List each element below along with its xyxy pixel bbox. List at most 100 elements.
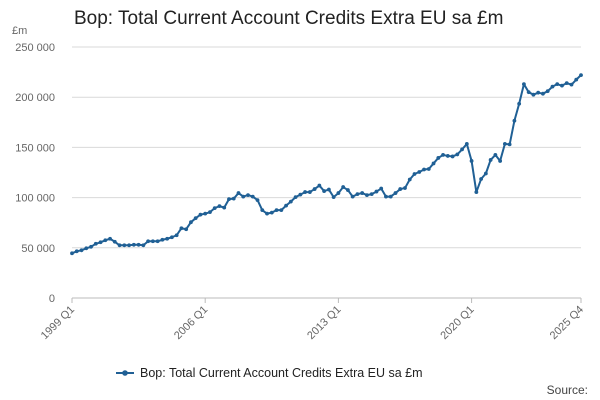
data-point[interactable] [217,204,222,209]
data-point[interactable] [146,239,151,244]
data-point[interactable] [407,177,412,182]
data-point[interactable] [469,159,474,163]
data-point[interactable] [293,195,298,200]
data-point[interactable] [127,243,131,248]
data-point[interactable] [379,186,384,191]
data-point[interactable] [479,177,483,181]
data-point[interactable] [79,248,84,253]
data-point[interactable] [560,83,564,88]
data-point[interactable] [393,191,398,195]
data-point[interactable] [174,233,179,238]
data-point[interactable] [412,172,417,176]
data-point[interactable] [550,84,555,89]
data-point[interactable] [74,249,79,254]
data-point[interactable] [131,242,136,247]
data-point[interactable] [374,189,379,194]
data-point[interactable] [522,82,526,87]
data-point[interactable] [112,239,117,244]
data-point[interactable] [464,141,469,146]
data-point[interactable] [184,227,189,232]
data-point[interactable] [288,199,293,204]
data-point[interactable] [388,194,393,199]
data-point[interactable] [384,194,388,199]
data-point[interactable] [322,189,327,193]
data-point[interactable] [326,187,331,192]
data-point[interactable] [460,147,464,152]
data-point[interactable] [298,192,303,197]
data-point[interactable] [231,196,236,201]
data-point[interactable] [346,188,350,192]
data-point[interactable] [426,167,431,171]
data-point[interactable] [246,193,250,197]
data-point[interactable] [445,154,450,158]
data-point[interactable] [360,191,365,195]
data-point[interactable] [365,193,369,197]
data-point[interactable] [526,90,531,95]
data-point[interactable] [255,198,260,203]
data-point[interactable] [222,205,227,210]
data-point[interactable] [160,237,165,242]
data-point[interactable] [498,159,503,163]
data-point[interactable] [241,194,246,199]
data-point[interactable] [198,212,203,217]
data-point[interactable] [155,239,160,244]
data-point[interactable] [236,191,241,195]
data-point[interactable] [179,226,184,231]
data-point[interactable] [103,238,108,243]
data-point[interactable] [483,171,488,176]
data-point[interactable] [455,152,460,157]
data-point[interactable] [136,242,141,247]
data-point[interactable] [93,241,98,246]
data-point[interactable] [250,194,255,199]
data-point[interactable] [336,191,341,195]
data-point[interactable] [312,187,317,191]
data-point[interactable] [431,161,436,166]
data-point[interactable] [436,156,441,160]
data-point[interactable] [150,239,155,244]
data-point[interactable] [398,187,403,191]
data-point[interactable] [450,154,455,159]
legend[interactable]: Bop: Total Current Account Credits Extra… [116,366,423,380]
data-point[interactable] [117,243,122,248]
data-point[interactable] [341,185,346,189]
data-point[interactable] [189,220,193,225]
data-point[interactable] [569,82,574,87]
data-point[interactable] [488,158,493,162]
data-point[interactable] [474,190,479,194]
data-point[interactable] [165,236,170,241]
data-point[interactable] [317,183,322,188]
data-point[interactable] [564,81,569,86]
data-point[interactable] [555,82,560,87]
data-point[interactable] [141,243,146,248]
data-point[interactable] [227,197,231,202]
data-point[interactable] [193,216,198,221]
data-point[interactable] [284,203,288,208]
data-point[interactable] [108,236,112,241]
data-point[interactable] [369,192,374,196]
data-point[interactable] [502,141,507,146]
data-point[interactable] [531,92,536,97]
data-point[interactable] [89,244,93,249]
data-point[interactable] [212,206,217,211]
data-point[interactable] [260,208,265,213]
data-point[interactable] [203,211,208,216]
data-point[interactable] [403,186,407,190]
data-point[interactable] [417,170,422,174]
data-point[interactable] [307,190,312,194]
data-point[interactable] [84,246,89,251]
data-point[interactable] [265,211,269,216]
data-point[interactable] [579,73,583,78]
data-point[interactable] [350,194,355,199]
data-point[interactable] [545,89,550,94]
data-point[interactable] [507,142,512,147]
data-point[interactable] [70,251,74,256]
data-point[interactable] [512,118,517,123]
data-point[interactable] [98,240,103,245]
data-point[interactable] [536,90,541,95]
data-point[interactable] [441,153,445,157]
data-point[interactable] [279,208,284,213]
data-point[interactable] [303,190,307,194]
data-point[interactable] [541,91,545,96]
data-point[interactable] [493,153,498,157]
data-point[interactable] [574,77,579,82]
